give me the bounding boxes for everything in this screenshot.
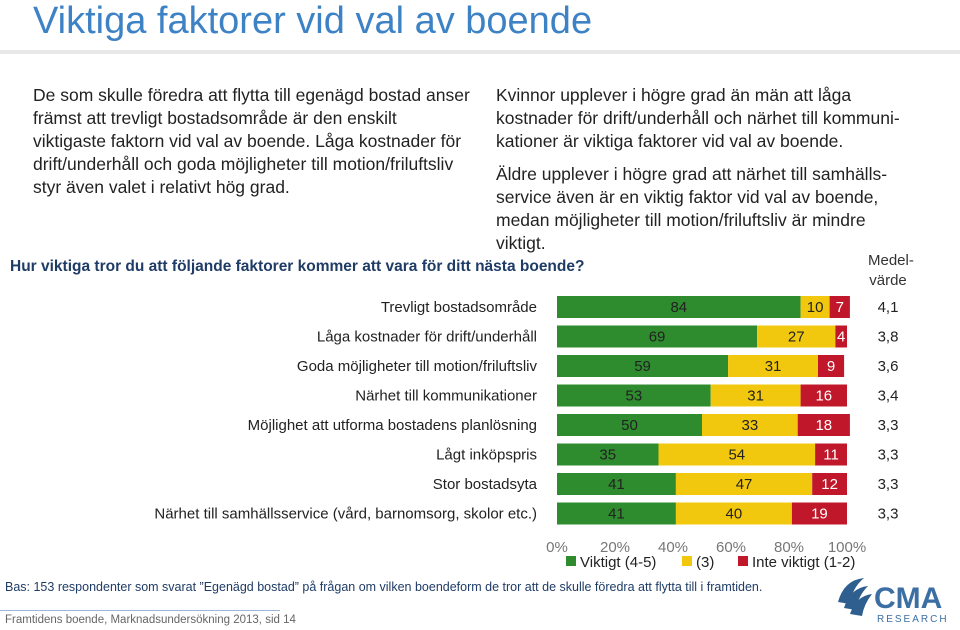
legend-label: (3) [696, 554, 714, 571]
category-label: Stor bostadsyta [433, 476, 538, 493]
data-label: 41 [608, 476, 625, 493]
bar-segment [812, 473, 847, 495]
footer-divider [0, 610, 280, 611]
legend-swatch [738, 556, 748, 566]
data-label: 4 [837, 329, 845, 346]
data-label: 11 [823, 447, 839, 464]
data-label: 31 [765, 358, 782, 375]
category-label: Möjlighet att utforma bostadens planlösn… [248, 417, 537, 434]
bar-segment [557, 296, 801, 318]
bar-segment [829, 296, 850, 318]
intro-right-paragraph-2: Äldre upplever i högre grad att närhet t… [496, 164, 888, 253]
data-label: 59 [634, 358, 651, 375]
category-label: Trevligt bostadsområde [381, 299, 537, 316]
bar-segment [728, 355, 818, 377]
data-label: 19 [811, 506, 828, 523]
data-label: 18 [815, 417, 832, 434]
legend-swatch [682, 556, 692, 566]
bar-segment [818, 355, 845, 377]
bar-segment [800, 384, 847, 407]
category-label: Goda möjligheter till motion/friluftsliv [297, 358, 538, 375]
data-label: 84 [670, 299, 687, 316]
bar-segment [702, 414, 798, 436]
page-title: Viktiga faktorer vid val av boende [33, 0, 593, 42]
title-divider [0, 50, 960, 54]
category-label: Lågt inköpspris [436, 447, 537, 464]
data-label: 31 [747, 388, 764, 405]
bar-segment [757, 325, 836, 348]
mean-value: 3,3 [878, 506, 899, 523]
x-tick-label: 0% [546, 539, 568, 556]
data-label: 35 [599, 447, 616, 464]
logo-sub: RESEARCH [877, 614, 949, 625]
mean-value: 3,4 [878, 388, 899, 405]
data-label: 50 [621, 417, 638, 434]
category-label: Närhet till samhällsservice (vård, barno… [154, 506, 537, 523]
mean-column-header: Medel-värde [868, 252, 914, 289]
mean-value: 3,3 [878, 447, 899, 464]
x-tick-label: 40% [658, 539, 688, 556]
legend-label: Viktigt (4-5) [580, 554, 656, 571]
legend-label: Inte viktigt (1-2) [752, 554, 855, 571]
data-label: 12 [821, 476, 838, 493]
category-label: Låga kostnader för drift/underhåll [317, 329, 537, 346]
bar-segment [557, 355, 729, 377]
bar-segment [557, 473, 676, 495]
data-label: 27 [788, 329, 805, 346]
bar-segment [675, 502, 792, 525]
data-label: 10 [807, 299, 824, 316]
bar-segment [675, 473, 813, 495]
bar-segment [557, 502, 676, 525]
intro-right-text: Kvinnor upplever i högre grad än män att… [496, 84, 916, 265]
intro-left-text: De som skulle föredra att flytta till eg… [33, 85, 470, 197]
base-footnote: Bas: 153 respondenter som svarat ”Egenäg… [5, 580, 763, 594]
bar-segment [835, 325, 847, 348]
page-footer: Framtidens boende, Marknadsundersökning … [5, 614, 296, 626]
bar-segment [557, 325, 758, 348]
cma-logo-icon: CMA RESEARCH [838, 578, 949, 625]
bar-segment [797, 414, 850, 436]
mean-value: 3,3 [878, 476, 899, 493]
logo-name: CMA [874, 582, 942, 615]
data-label: 7 [836, 299, 844, 316]
legend-swatch [566, 556, 576, 566]
data-label: 40 [726, 506, 743, 523]
data-label: 47 [736, 476, 753, 493]
data-label: 54 [728, 447, 745, 464]
intro-right-paragraph-1: Kvinnor upplever i högre grad än män att… [496, 85, 900, 151]
bar-segment [557, 443, 659, 466]
mean-value: 4,1 [878, 299, 899, 316]
x-tick-label: 60% [716, 539, 746, 556]
mean-value: 3,6 [878, 358, 899, 375]
data-label: 9 [827, 358, 835, 375]
bar-segment [815, 443, 847, 466]
x-tick-label: 80% [774, 539, 804, 556]
category-label: Närhet till kommunikationer [355, 388, 537, 405]
x-tick-label: 20% [600, 539, 630, 556]
bar-segment [557, 384, 711, 407]
data-label: 16 [815, 388, 832, 405]
mean-value: 3,8 [878, 329, 899, 346]
data-label: 53 [626, 388, 643, 405]
bar-segment [658, 443, 816, 466]
bar-segment [791, 502, 847, 525]
data-label: 69 [649, 329, 666, 346]
x-tick-label: 100% [828, 539, 866, 556]
mean-value: 3,3 [878, 417, 899, 434]
bar-segment [710, 384, 801, 407]
chart-question: Hur viktiga tror du att följande faktore… [10, 258, 585, 275]
data-label: 41 [608, 506, 625, 523]
bar-segment [800, 296, 830, 318]
data-label: 33 [742, 417, 759, 434]
bar-segment [557, 414, 702, 436]
